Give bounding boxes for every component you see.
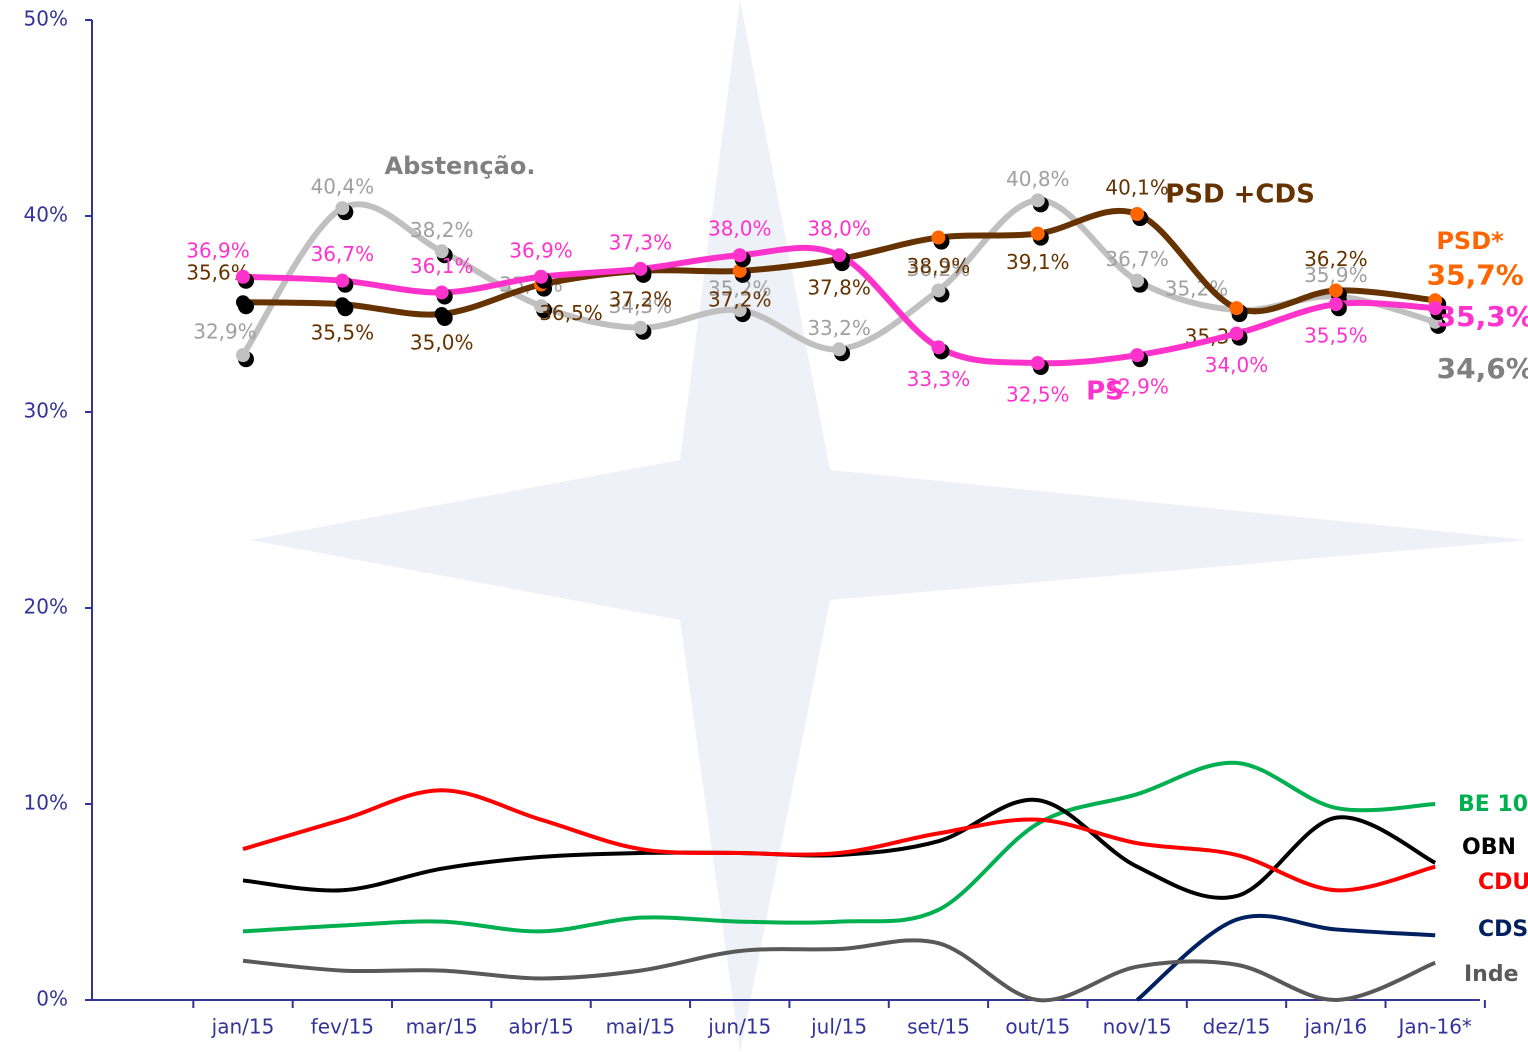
data-label: 36,9% — [186, 238, 250, 262]
data-label: 37,3% — [609, 230, 673, 254]
marker — [236, 270, 250, 284]
marker — [236, 348, 250, 362]
series-name: OBN — [1462, 835, 1516, 860]
marker — [1329, 297, 1343, 311]
marker — [832, 248, 846, 262]
marker — [733, 248, 747, 262]
x-tick-label: jun/15 — [707, 1015, 771, 1039]
data-label: 33,3% — [907, 367, 971, 391]
chart: PSD* 0% 10% 20% 30% 40% 50% jan/15 fev/15 mar/15… — [0, 0, 1528, 1052]
marker — [1130, 207, 1144, 221]
data-label: 37,8% — [807, 276, 871, 300]
data-label: 35,7% — [1427, 258, 1524, 291]
series-name: Abstenção. — [385, 152, 536, 180]
x-tick-label: jan/16 — [1304, 1015, 1368, 1039]
y-tick-label: 30% — [24, 399, 68, 423]
annotation: PSD* — [1436, 227, 1504, 255]
x-tick-label: out/15 — [1005, 1015, 1070, 1039]
data-label: 36,2% — [1304, 247, 1368, 271]
marker — [435, 285, 449, 299]
marker — [1031, 356, 1045, 370]
data-label: 39,1% — [1006, 250, 1070, 274]
marker — [236, 295, 250, 309]
data-label: 36,9% — [509, 238, 573, 262]
marker — [931, 340, 945, 354]
marker — [633, 321, 647, 335]
x-tick-label: dez/15 — [1203, 1015, 1271, 1039]
marker — [335, 274, 349, 288]
marker — [1130, 274, 1144, 288]
marker — [1130, 348, 1144, 362]
data-label: 40,8% — [1006, 167, 1070, 191]
x-tick-label: mai/15 — [606, 1015, 675, 1039]
y-tick-label: 10% — [24, 791, 68, 815]
series-line — [1137, 916, 1435, 1000]
x-tick-label: jul/15 — [810, 1015, 867, 1039]
x-tick-label: Jan-16* — [1396, 1015, 1472, 1039]
marker — [1230, 327, 1244, 341]
data-label: 38,0% — [708, 217, 772, 241]
series-name: PSD +CDS — [1165, 180, 1315, 210]
data-label: 40,1% — [1105, 176, 1169, 200]
x-tick-label: fev/15 — [311, 1015, 374, 1039]
marker — [832, 342, 846, 356]
data-label: 35,5% — [1304, 324, 1368, 348]
series-name: CDU — [1478, 870, 1528, 895]
y-tick-label: 40% — [24, 203, 68, 227]
marker — [335, 201, 349, 215]
series-line — [243, 940, 1435, 1000]
x-tick-label: set/15 — [907, 1015, 970, 1039]
marker — [931, 231, 945, 245]
marker — [1031, 227, 1045, 241]
data-label: 37,2% — [708, 287, 772, 311]
marker — [1031, 193, 1045, 207]
series-name: PS — [1086, 377, 1124, 407]
data-label: 40,4% — [311, 175, 375, 199]
marker — [435, 307, 449, 321]
y-tick-label: 0% — [36, 987, 68, 1011]
x-tick-label: abr/15 — [508, 1015, 573, 1039]
data-label: 36,7% — [1105, 247, 1169, 271]
page: PSD* 0% 10% 20% 30% 40% 50% jan/15 fev/15 mar/15… — [0, 0, 1528, 1052]
data-label: 32,9% — [193, 320, 257, 344]
data-label: 34,0% — [1205, 353, 1269, 377]
data-label: 38,9% — [907, 254, 971, 278]
data-label: 38,2% — [410, 218, 474, 242]
marker — [1230, 301, 1244, 315]
series-line — [243, 790, 1435, 890]
data-label: 32,5% — [1006, 383, 1070, 407]
series-name: BE 10 — [1458, 792, 1528, 817]
data-label: 36,1% — [410, 254, 474, 278]
x-tick-label: jan/15 — [211, 1015, 275, 1039]
series-name: Inde — [1464, 962, 1519, 987]
data-label: 35,5% — [311, 321, 375, 345]
series-line — [243, 763, 1435, 932]
y-tick-label: 50% — [24, 7, 68, 31]
series-name: CDS — [1478, 917, 1528, 942]
marker — [534, 270, 548, 284]
marker — [633, 262, 647, 276]
data-label: 35,3% — [1437, 300, 1528, 333]
x-tick-label: mar/15 — [406, 1015, 478, 1039]
data-label: 37,2% — [609, 287, 673, 311]
data-label: 38,0% — [807, 217, 871, 241]
marker — [931, 283, 945, 297]
y-tick-label: 20% — [24, 595, 68, 619]
data-label: 34,6% — [1437, 352, 1528, 385]
x-tick-label: nov/15 — [1103, 1015, 1172, 1039]
data-label: 35,0% — [410, 331, 474, 355]
data-label: 36,5% — [539, 301, 603, 325]
data-label: 33,2% — [807, 316, 871, 340]
data-label: 36,7% — [311, 242, 375, 266]
marker — [1329, 283, 1343, 297]
marker — [335, 297, 349, 311]
series-line — [243, 800, 1435, 898]
